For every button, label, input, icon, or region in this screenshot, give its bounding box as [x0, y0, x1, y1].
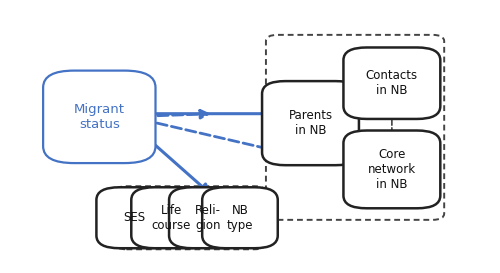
FancyBboxPatch shape [96, 187, 172, 248]
FancyBboxPatch shape [344, 48, 440, 119]
Text: NB
type: NB type [226, 204, 253, 232]
Text: Migrant
status: Migrant status [74, 103, 125, 131]
Text: SES: SES [123, 211, 145, 224]
Text: Life
course: Life course [152, 204, 190, 232]
Text: Core
network
in NB: Core network in NB [368, 148, 416, 191]
Text: Parents
in NB: Parents in NB [288, 109, 333, 137]
FancyBboxPatch shape [132, 187, 210, 248]
FancyBboxPatch shape [262, 81, 359, 165]
FancyBboxPatch shape [169, 187, 246, 248]
Text: Reli-
gion: Reli- gion [195, 204, 221, 232]
Text: Contacts
in NB: Contacts in NB [366, 69, 418, 97]
FancyBboxPatch shape [43, 71, 156, 163]
FancyBboxPatch shape [344, 130, 440, 208]
FancyBboxPatch shape [202, 187, 278, 248]
